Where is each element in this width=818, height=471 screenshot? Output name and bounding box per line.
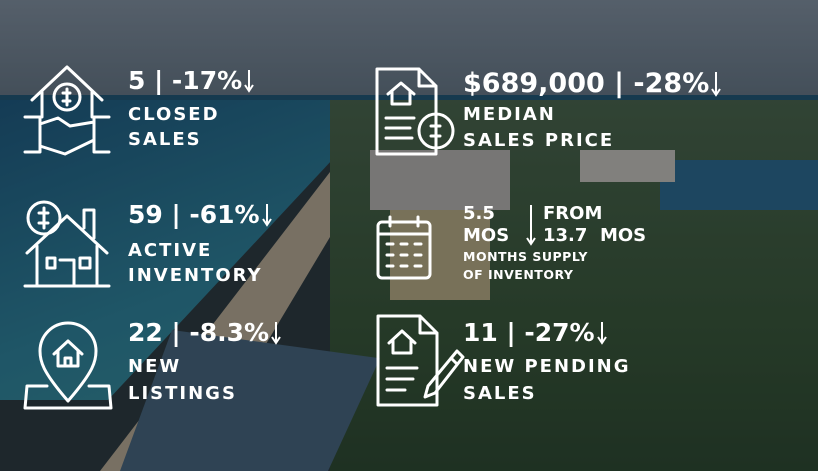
- building: [370, 150, 510, 210]
- label: NEW: [128, 356, 182, 377]
- stat: 22 | -8.3%: [128, 318, 270, 347]
- stat: 5 | -17%: [128, 66, 243, 95]
- down-arrow: [261, 203, 272, 227]
- median-price-icon: [375, 67, 455, 156]
- to-value: 13.7 MOS: [543, 225, 647, 246]
- closed-sales-icon: [23, 65, 111, 156]
- down-arrow: [711, 71, 722, 97]
- stat: 11 | -27%: [463, 318, 595, 347]
- from-value: 5.5: [463, 203, 495, 224]
- label: NEW PENDING: [463, 356, 631, 377]
- new-listings-icon: [23, 321, 113, 410]
- label: SALES: [463, 383, 537, 404]
- stat: 59 | -61%: [128, 200, 260, 229]
- pending-sales-icon: [376, 314, 465, 407]
- label: LISTINGS: [128, 383, 237, 404]
- from-label: FROM: [543, 203, 603, 224]
- canal: [660, 160, 818, 210]
- down-arrow: [596, 321, 607, 345]
- label: SALES: [128, 129, 202, 150]
- sky: [0, 0, 818, 100]
- from-unit: MOS: [463, 225, 510, 246]
- label: MEDIAN: [463, 104, 556, 125]
- months-supply-icon: [376, 215, 432, 280]
- building: [580, 150, 675, 182]
- down-arrow: [244, 69, 254, 93]
- label: MONTHS SUPPLY: [463, 249, 588, 264]
- label: CLOSED: [128, 104, 220, 125]
- down-arrow: [271, 321, 281, 345]
- label: ACTIVE: [128, 240, 213, 261]
- down-arrow: [526, 205, 536, 246]
- label: SALES PRICE: [463, 130, 615, 151]
- label: OF INVENTORY: [463, 267, 574, 282]
- stat: $689,000 | -28%: [463, 68, 710, 99]
- label: INVENTORY: [128, 265, 263, 286]
- active-inventory-icon: [23, 200, 111, 288]
